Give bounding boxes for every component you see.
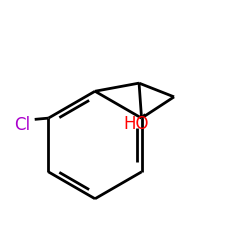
Text: Cl: Cl: [14, 116, 30, 134]
Text: HO: HO: [124, 115, 149, 133]
